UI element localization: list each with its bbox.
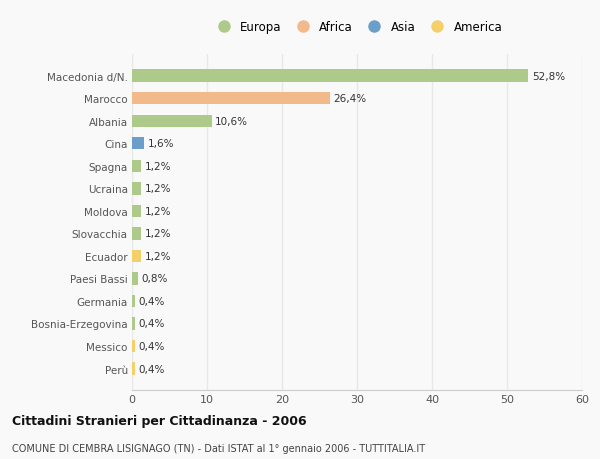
Legend: Europa, Africa, Asia, America: Europa, Africa, Asia, America: [208, 17, 506, 38]
Bar: [132, 205, 141, 218]
Bar: [132, 70, 528, 83]
Text: 1,6%: 1,6%: [148, 139, 174, 149]
Text: 1,2%: 1,2%: [145, 229, 171, 239]
Bar: [132, 250, 141, 263]
Bar: [132, 340, 135, 353]
Bar: [132, 318, 135, 330]
Text: 0,4%: 0,4%: [139, 319, 165, 329]
Text: COMUNE DI CEMBRA LISIGNAGO (TN) - Dati ISTAT al 1° gennaio 2006 - TUTTITALIA.IT: COMUNE DI CEMBRA LISIGNAGO (TN) - Dati I…: [12, 443, 425, 453]
Bar: [132, 115, 212, 128]
Bar: [132, 160, 141, 173]
Text: 26,4%: 26,4%: [334, 94, 367, 104]
Text: 1,2%: 1,2%: [145, 207, 171, 216]
Bar: [132, 183, 141, 195]
Text: 0,4%: 0,4%: [139, 297, 165, 306]
Text: 1,2%: 1,2%: [145, 184, 171, 194]
Text: 1,2%: 1,2%: [145, 252, 171, 261]
Text: 0,4%: 0,4%: [139, 341, 165, 351]
Text: 0,4%: 0,4%: [139, 364, 165, 374]
Bar: [132, 295, 135, 308]
Bar: [132, 138, 144, 150]
Text: Cittadini Stranieri per Cittadinanza - 2006: Cittadini Stranieri per Cittadinanza - 2…: [12, 414, 307, 428]
Text: 10,6%: 10,6%: [215, 117, 248, 126]
Bar: [132, 228, 141, 240]
Bar: [132, 273, 138, 285]
Text: 1,2%: 1,2%: [145, 162, 171, 171]
Text: 52,8%: 52,8%: [532, 72, 565, 82]
Bar: [132, 93, 330, 105]
Bar: [132, 363, 135, 375]
Text: 0,8%: 0,8%: [142, 274, 168, 284]
